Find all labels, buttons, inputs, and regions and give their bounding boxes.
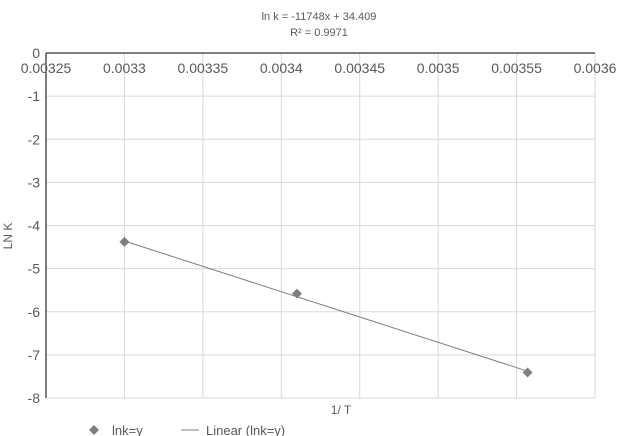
trendline (124, 240, 528, 372)
y-tick-label: -8 (28, 390, 41, 406)
data-point (119, 236, 130, 247)
y-tick-label: -1 (28, 88, 41, 104)
data-point (522, 367, 533, 378)
y-tick-label: 0 (32, 45, 40, 61)
axes (45, 52, 595, 398)
x-tick-label: 0.0035 (417, 60, 460, 76)
trendline-equation: ln k = -11748x + 34.409 (262, 11, 377, 23)
data-points (119, 236, 533, 378)
x-axis-title: 1/ T (331, 403, 352, 417)
x-tick-label: 0.0036 (574, 60, 617, 76)
legend-trendline-label: Linear (lnk=y) (206, 423, 285, 436)
y-tick-label: -6 (28, 304, 41, 320)
x-tick-label: 0.00325 (21, 60, 72, 76)
y-tick-label: -5 (28, 261, 41, 277)
y-tick-label: -2 (28, 131, 41, 147)
x-tick-label: 0.00355 (491, 60, 542, 76)
legend: lnk=y Linear (lnk=y) (89, 423, 285, 436)
r-squared-label: R² = 0.9971 (290, 27, 348, 39)
x-tick-label: 0.00345 (334, 60, 385, 76)
tick-labels: 0 -1 -2 -3 -4 -5 -6 -7 -8 0.00325 0.0033 0.00335 0.0… (21, 45, 617, 406)
gridlines (46, 53, 596, 399)
data-point (291, 288, 302, 299)
x-tick-label: 0.0034 (260, 60, 303, 76)
y-tick-label: -7 (28, 347, 41, 363)
y-tick-label: -4 (28, 218, 41, 234)
y-tick-label: -3 (28, 174, 41, 190)
x-tick-label: 0.0033 (103, 60, 146, 76)
legend-marker-diamond (89, 425, 99, 435)
trendline-layer (124, 240, 528, 372)
y-axis-title: LN K (1, 223, 15, 250)
legend-series-label: lnk=y (112, 423, 143, 436)
x-tick-label: 0.00335 (178, 60, 229, 76)
